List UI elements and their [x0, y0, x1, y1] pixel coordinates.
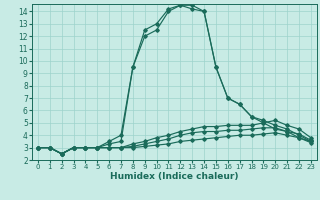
X-axis label: Humidex (Indice chaleur): Humidex (Indice chaleur): [110, 172, 239, 181]
